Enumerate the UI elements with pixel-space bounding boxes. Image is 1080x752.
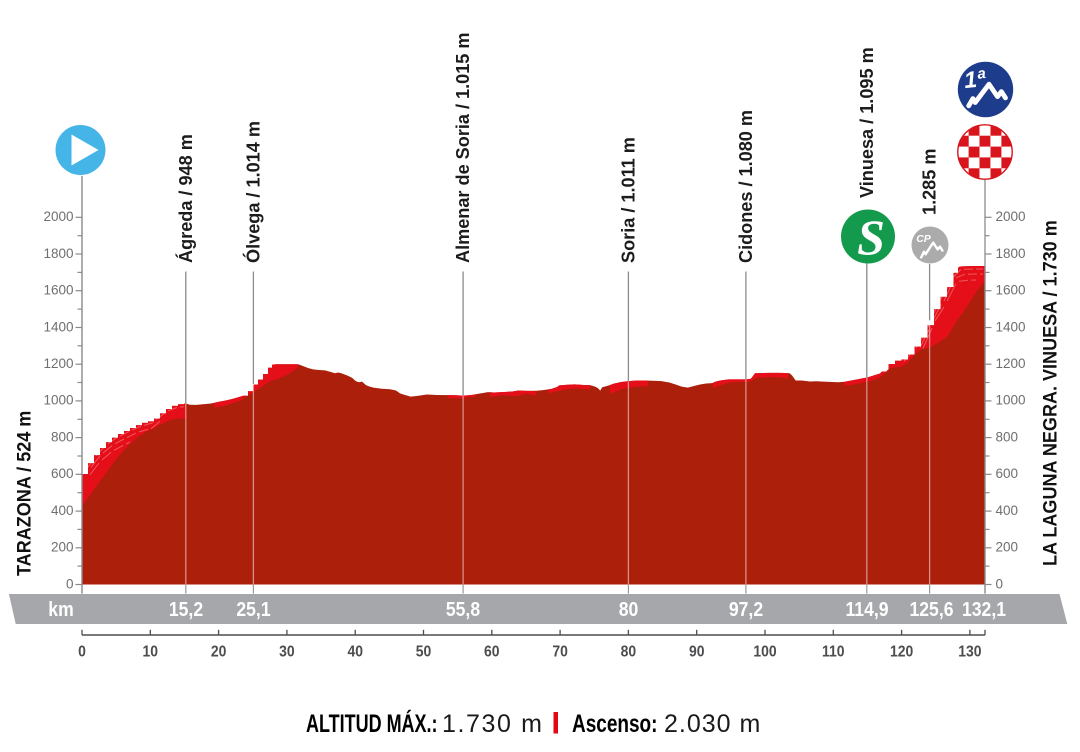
svg-text:2000: 2000 xyxy=(996,209,1026,224)
svg-text:800: 800 xyxy=(996,429,1019,444)
svg-text:600: 600 xyxy=(51,466,74,481)
svg-text:132,1: 132,1 xyxy=(962,598,1006,620)
svg-text:0: 0 xyxy=(996,576,1004,591)
svg-text:1400: 1400 xyxy=(43,319,73,334)
svg-text:0: 0 xyxy=(78,644,86,661)
svg-text:80: 80 xyxy=(621,644,637,661)
svg-text:80: 80 xyxy=(619,598,639,620)
svg-text:114,9: 114,9 xyxy=(845,598,888,620)
svg-text:km: km xyxy=(48,598,73,620)
svg-text:90: 90 xyxy=(689,644,705,661)
svg-text:LA LAGUNA NEGRA. VINUESA / 1.7: LA LAGUNA NEGRA. VINUESA / 1.730 m xyxy=(1039,220,1061,566)
svg-text:2000: 2000 xyxy=(43,209,73,224)
svg-text:120: 120 xyxy=(890,644,913,661)
svg-text:40: 40 xyxy=(347,644,363,661)
svg-text:CP: CP xyxy=(916,233,932,245)
svg-text:1.285 m: 1.285 m xyxy=(918,149,939,215)
svg-text:1.730 m: 1.730 m xyxy=(442,710,544,738)
svg-text:1600: 1600 xyxy=(43,283,73,298)
svg-text:Ágreda / 948 m: Ágreda / 948 m xyxy=(175,134,196,263)
svg-text:100: 100 xyxy=(753,644,776,661)
svg-text:Ascenso:: Ascenso: xyxy=(572,709,657,737)
svg-text:110: 110 xyxy=(822,644,844,661)
svg-text:TARAZONA / 524 m: TARAZONA / 524 m xyxy=(13,411,35,576)
svg-text:Ólvega / 1.014 m: Ólvega / 1.014 m xyxy=(242,121,263,263)
svg-text:25,1: 25,1 xyxy=(236,598,270,620)
svg-text:1000: 1000 xyxy=(43,393,73,408)
svg-text:97,2: 97,2 xyxy=(729,598,763,620)
svg-text:Soria / 1.011 m: Soria / 1.011 m xyxy=(617,137,638,263)
svg-text:130: 130 xyxy=(958,644,981,661)
svg-text:Cidones / 1.080 m: Cidones / 1.080 m xyxy=(735,110,756,263)
svg-text:10: 10 xyxy=(143,644,159,661)
svg-text:1800: 1800 xyxy=(996,246,1026,261)
svg-text:70: 70 xyxy=(552,644,568,661)
svg-text:50: 50 xyxy=(416,644,432,661)
svg-text:ALTITUD MÁX.:: ALTITUD MÁX.: xyxy=(306,709,438,738)
svg-text:S: S xyxy=(857,209,885,265)
svg-text:1800: 1800 xyxy=(43,246,73,261)
svg-text:1200: 1200 xyxy=(996,356,1026,371)
svg-text:200: 200 xyxy=(996,540,1019,555)
svg-text:15,2: 15,2 xyxy=(169,598,203,620)
svg-text:400: 400 xyxy=(51,503,74,518)
svg-text:1400: 1400 xyxy=(996,319,1026,334)
svg-text:60: 60 xyxy=(484,644,500,661)
svg-text:800: 800 xyxy=(51,429,74,444)
svg-text:600: 600 xyxy=(996,466,1019,481)
svg-text:200: 200 xyxy=(51,540,74,555)
svg-text:Vinuesa / 1.095 m: Vinuesa / 1.095 m xyxy=(856,47,877,198)
svg-text:1200: 1200 xyxy=(43,356,73,371)
svg-text:1000: 1000 xyxy=(996,393,1026,408)
svg-text:125,6: 125,6 xyxy=(909,598,953,620)
svg-text:0: 0 xyxy=(66,576,74,591)
svg-text:400: 400 xyxy=(996,503,1019,518)
svg-text:55,8: 55,8 xyxy=(446,598,480,620)
svg-text:Almenar de Soria / 1.015 m: Almenar de Soria / 1.015 m xyxy=(452,32,473,263)
svg-text:2.030 m: 2.030 m xyxy=(664,710,761,738)
svg-text:30: 30 xyxy=(279,644,295,661)
svg-text:1600: 1600 xyxy=(996,283,1026,298)
svg-text:20: 20 xyxy=(211,644,227,661)
